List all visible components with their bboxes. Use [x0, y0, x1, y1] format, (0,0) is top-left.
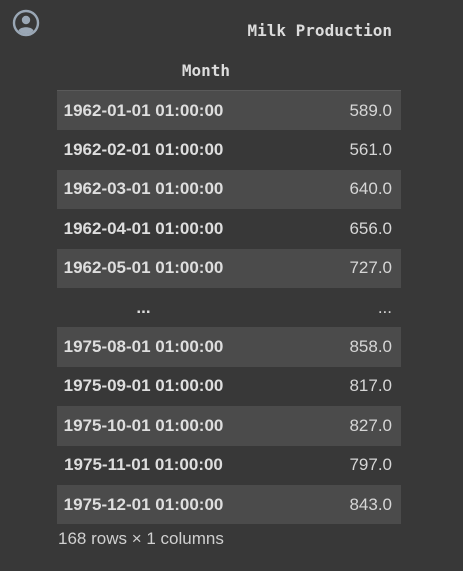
index-name-label: Month: [181, 60, 230, 80]
column-header: Milk Production: [57, 10, 401, 50]
row-index: 1962-02-01 01:00:00: [63, 140, 224, 160]
table-row: 1962-01-01 01:00:00 589.0: [57, 91, 401, 131]
user-avatar-icon[interactable]: [12, 9, 40, 37]
dataframe-output: Milk Production Month 1962-01-01 01:00:0…: [57, 10, 401, 525]
row-value: 589.0: [349, 100, 392, 120]
table-row: 1962-03-01 01:00:00 640.0: [57, 169, 401, 210]
row-index: ...: [136, 297, 151, 317]
table-row: 1962-05-01 01:00:00 727.0: [57, 248, 401, 288]
row-index: 1975-11-01 01:00:00: [64, 455, 223, 475]
row-value: 561.0: [349, 140, 392, 160]
row-value: 843.0: [349, 494, 392, 514]
table-row: 1962-02-01 01:00:00 561.0: [57, 130, 401, 169]
table-row: 1975-11-01 01:00:00 797.0: [57, 446, 401, 485]
dataframe-shape-text: 168 rows × 1 columns: [58, 529, 224, 548]
row-value: 797.0: [349, 455, 392, 475]
row-index: 1962-04-01 01:00:00: [63, 218, 224, 238]
index-header: Month: [57, 50, 401, 91]
column-header-label: Milk Production: [247, 20, 393, 40]
row-index: 1975-12-01 01:00:00: [63, 494, 224, 514]
row-value: 640.0: [349, 179, 392, 199]
row-value: ...: [377, 297, 392, 317]
row-index: 1962-03-01 01:00:00: [63, 179, 224, 199]
row-index: 1975-10-01 01:00:00: [63, 415, 224, 435]
row-value: 827.0: [349, 415, 392, 435]
row-value: 656.0: [349, 218, 392, 238]
row-value: 817.0: [349, 376, 392, 396]
table-row: 1975-10-01 01:00:00 827.0: [57, 406, 401, 446]
row-index: 1962-01-01 01:00:00: [63, 100, 224, 120]
row-value: 858.0: [349, 337, 392, 357]
table-row: 1962-04-01 01:00:00 656.0: [57, 209, 401, 248]
table-row: 1975-08-01 01:00:00 858.0: [57, 327, 401, 367]
row-index: 1975-08-01 01:00:00: [63, 337, 224, 357]
table-row-ellipsis: ... ...: [57, 288, 401, 327]
row-index: 1975-09-01 01:00:00: [63, 376, 224, 396]
row-value: 727.0: [349, 258, 392, 278]
row-index: 1962-05-01 01:00:00: [63, 258, 224, 278]
table-row: 1975-09-01 01:00:00 817.0: [57, 367, 401, 406]
table-row: 1975-12-01 01:00:00 843.0: [57, 484, 401, 525]
